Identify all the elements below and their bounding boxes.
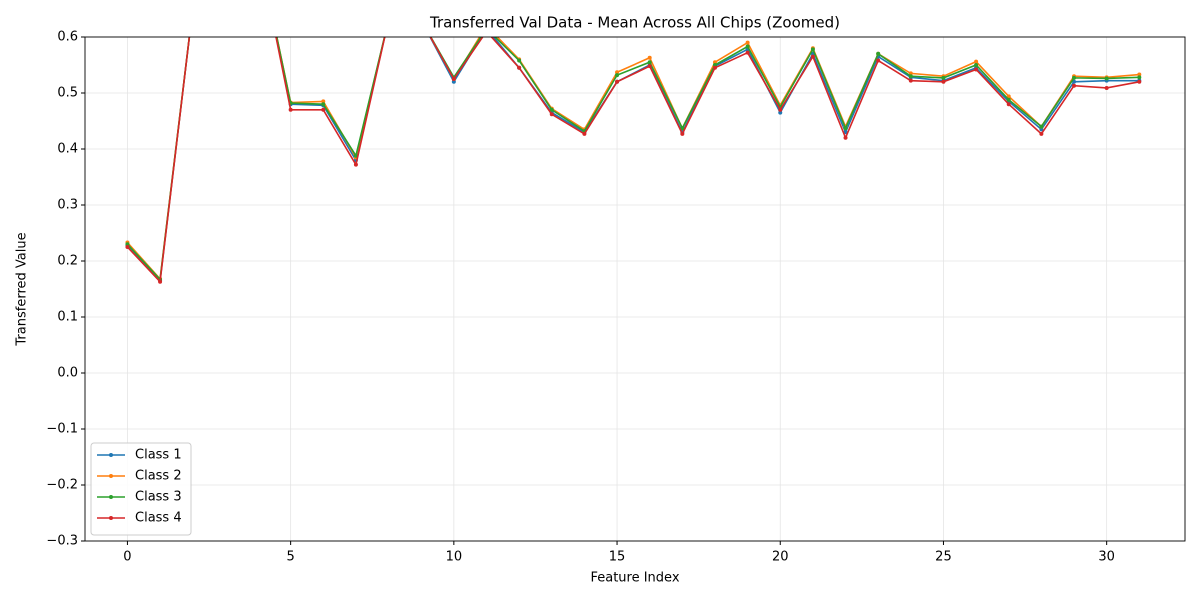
y-tick-label: 0.5 [57,86,78,101]
series-line [126,37,1140,282]
data-point [158,279,163,284]
data-point [745,44,750,49]
data-point [1039,131,1044,136]
data-point [941,79,946,84]
legend-box [90,442,192,536]
data-point [712,60,717,65]
data-point [1006,102,1011,107]
data-point [680,131,685,136]
data-point [680,126,685,131]
data-point [321,107,326,112]
legend-label: Class 2 [135,469,182,484]
legend-marker [109,516,113,520]
data-point [288,107,293,112]
x-tick-label: 30 [1098,550,1115,565]
data-point [908,74,913,79]
data-point [778,110,783,115]
data-point [876,58,881,63]
data-point [941,75,946,80]
data-point [843,135,848,140]
y-tick-label: 0.3 [57,198,78,213]
data-point [974,67,979,72]
data-point [712,63,717,67]
series-line [126,37,1140,284]
series-line [126,37,1140,281]
x-tick-label: 25 [935,550,952,565]
data-point [745,40,750,45]
data-point [549,107,554,112]
data-point [974,59,979,64]
y-tick-label: 0.2 [57,254,78,269]
legend-marker [109,495,113,499]
data-point [125,242,130,247]
data-point [745,50,750,55]
data-point [1072,83,1077,88]
data-point [647,60,652,65]
data-point [549,112,554,117]
data-point [451,77,456,81]
data-point [125,245,130,249]
data-point [974,63,979,67]
y-tick-label: 0.4 [57,142,78,157]
data-point [582,131,587,136]
y-tick-label: −0.3 [46,534,78,549]
y-tick-label: 0.1 [57,310,78,325]
data-point [1006,94,1011,99]
x-tick-label: 10 [446,550,463,565]
x-tick-label: 0 [123,550,131,565]
data-point [712,65,717,70]
chart-title: Transferred Val Data - Mean Across All C… [429,14,840,32]
data-point [1072,75,1077,80]
data-point [1006,97,1011,102]
data-point [1104,85,1109,90]
data-point [908,71,913,76]
data-point [876,51,881,56]
legend-label: Class 4 [135,511,182,526]
data-point [810,54,815,59]
data-point [1104,76,1109,81]
axes-frame [84,36,1186,542]
y-tick-label: −0.1 [46,422,78,437]
plot-area [125,37,1142,284]
legend-marker [109,474,113,478]
x-tick-label: 15 [609,550,626,565]
data-point [615,70,620,75]
data-point [1137,79,1142,84]
data-point [321,102,326,107]
data-point [615,79,620,84]
data-point [843,126,848,131]
legend-label: Class 1 [135,448,182,463]
data-point [353,162,358,167]
data-point [517,65,522,70]
data-point [647,55,652,60]
data-point [1039,127,1044,132]
x-tick-label: 20 [772,550,789,565]
data-point [321,99,326,104]
y-tick-label: 0.6 [57,30,78,45]
data-point [451,79,456,84]
data-point [1137,75,1142,80]
data-point [908,78,913,83]
data-point [517,58,522,63]
data-point [615,73,620,78]
data-point [1039,124,1044,129]
y-axis-label: Transferred Value [15,232,30,346]
y-tick-label: −0.2 [46,478,78,493]
data-point [647,64,652,69]
legend-label: Class 3 [135,490,182,505]
x-axis-label: Feature Index [590,571,679,586]
legend-marker [109,453,113,457]
x-tick-label: 5 [286,550,294,565]
data-point [810,47,815,52]
y-tick-label: 0.0 [57,366,78,381]
data-point [778,107,783,112]
data-point [1137,72,1142,77]
